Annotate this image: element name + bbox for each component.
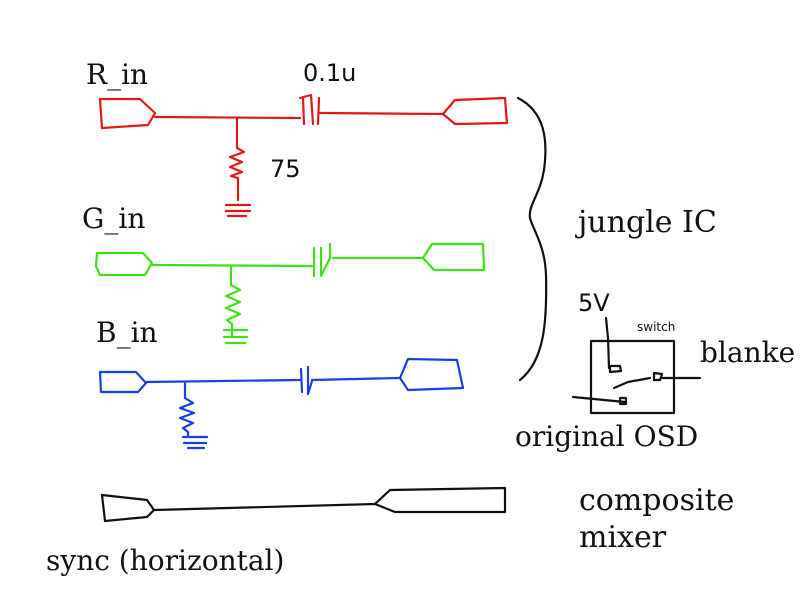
b-wire-left [144, 378, 302, 384]
g-in-label: G_in [82, 202, 145, 235]
jungle-ic-label: jungle IC [575, 205, 717, 240]
g-output-connector [421, 242, 486, 272]
b-ground [181, 435, 209, 450]
sync-label: sync (horizontal) [46, 544, 284, 577]
original-osd-label: original OSD [515, 420, 698, 453]
r-wire-left [153, 115, 302, 120]
g-ground [222, 328, 249, 345]
r-in-label: R_in [86, 58, 148, 91]
r-ground [224, 203, 252, 218]
switch-label: switch [637, 320, 675, 334]
switch-contact-right [652, 371, 664, 382]
g-resistor [224, 264, 242, 337]
b-in-label: B_in [96, 316, 158, 349]
b-capacitor [299, 365, 314, 396]
b-resistor [178, 380, 196, 439]
r-output-connector [441, 96, 509, 126]
original-osd-wire [571, 395, 627, 404]
jungle-ic-brace [516, 96, 548, 382]
composite-label: composite [579, 483, 734, 518]
blanke-label: blanke [700, 336, 795, 369]
switch-contact-bottom [618, 396, 628, 406]
osd-switch [571, 316, 702, 415]
switch-contact-top [608, 364, 623, 374]
mixer-label: mixer [579, 520, 667, 555]
b-wire-right [310, 376, 402, 382]
g-input-connector [94, 251, 154, 277]
sync-input-connector [100, 493, 156, 523]
sync-output-connector [373, 486, 507, 514]
five-v-wire [604, 316, 611, 370]
red-channel [98, 93, 509, 218]
five-v-label: 5V [578, 289, 610, 317]
r-resistor [228, 116, 246, 202]
sync-wire [153, 502, 377, 512]
b-input-connector [98, 370, 148, 394]
sync-line [100, 486, 507, 523]
resistor-label: 75 [270, 155, 301, 183]
capacitor-label: 0.1u [303, 59, 356, 87]
g-wire-left [150, 263, 314, 268]
g-capacitor [312, 242, 332, 278]
green-channel [94, 242, 486, 345]
blue-channel [98, 357, 465, 450]
r-capacitor [298, 93, 321, 126]
r-input-connector [98, 97, 157, 130]
b-output-connector [398, 357, 465, 392]
switch-lever [612, 376, 652, 390]
r-wire-right [318, 111, 445, 116]
